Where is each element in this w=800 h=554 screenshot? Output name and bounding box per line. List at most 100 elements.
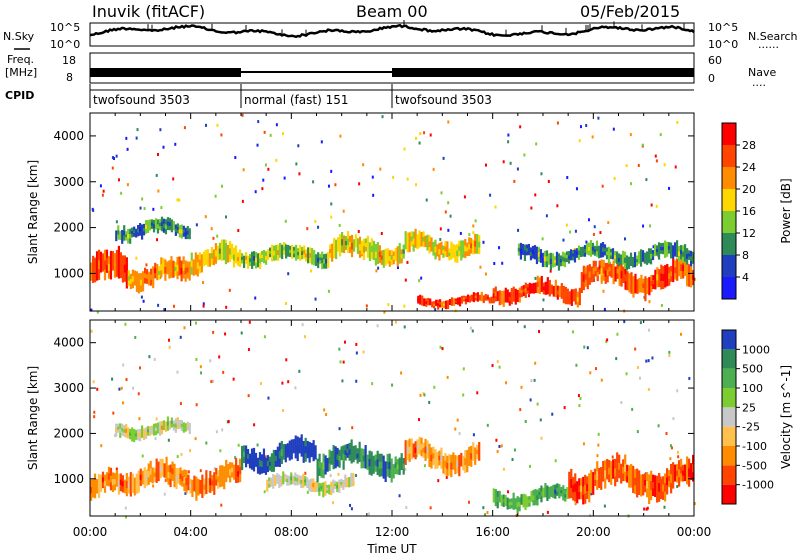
scatter-point: [157, 189, 160, 193]
echo-cell: [658, 269, 661, 288]
echo-core: [664, 272, 667, 280]
x-tick-label: 04:00: [173, 525, 208, 539]
scatter-point: [415, 136, 418, 140]
scatter-point: [162, 145, 165, 149]
cpid-label: CPID: [5, 89, 34, 102]
scatter-point: [287, 272, 290, 276]
echo-core: [242, 451, 246, 457]
echo-cell: [316, 458, 319, 483]
echo-cell: [474, 447, 477, 465]
echo-core: [119, 428, 122, 433]
scatter-point: [676, 389, 679, 393]
echo-core: [312, 483, 315, 488]
scatter-point: [517, 228, 520, 232]
echo-cell: [676, 258, 679, 281]
echo-core: [687, 253, 691, 257]
scatter-point: [355, 351, 358, 355]
scatter-point: [472, 224, 475, 228]
echo-core: [400, 254, 403, 259]
scatter-point: [491, 364, 494, 368]
scatter-point: [99, 184, 102, 188]
scatter-point: [312, 180, 315, 184]
echo-core: [300, 479, 303, 484]
echo-cell: [272, 474, 275, 489]
echo-cell: [212, 249, 216, 266]
scatter-point: [515, 513, 518, 517]
scatter-point: [377, 266, 380, 270]
scatter-point: [242, 168, 245, 172]
echo-core: [446, 462, 449, 470]
scatter-point: [111, 156, 114, 160]
scatter-point: [447, 228, 450, 232]
scatter-point: [194, 321, 197, 325]
echo-cell: [643, 252, 647, 264]
echo-core: [338, 455, 341, 462]
echo-core: [344, 450, 347, 455]
echo-core: [575, 251, 579, 255]
echo-cell: [366, 235, 370, 258]
echo-cell: [548, 486, 551, 499]
scatter-point: [303, 335, 306, 339]
echo-cell: [424, 235, 427, 248]
echo-cell: [585, 243, 589, 255]
scatter-point: [253, 423, 256, 427]
x-axis-ticks: 00:00 04:00 08:00 12:00 16:00 20:00 00:00: [73, 525, 712, 539]
scatter-point: [534, 361, 537, 365]
echo-cell: [279, 242, 282, 258]
scatter-point: [554, 459, 557, 463]
scatter-point: [247, 394, 250, 398]
scatter-point: [92, 208, 95, 212]
echo-core: [256, 463, 260, 469]
echo-cell: [602, 460, 605, 482]
echo-cell: [580, 272, 583, 294]
echo-core: [144, 224, 148, 229]
scatter-point: [642, 224, 645, 228]
echo-cell: [404, 440, 407, 465]
echo-cell: [482, 295, 485, 304]
echo-core: [601, 247, 605, 252]
echo-cell: [327, 251, 330, 268]
scatter-point: [449, 214, 452, 218]
echo-core: [565, 255, 569, 259]
colorbar-label: Power [dB]: [779, 178, 793, 243]
echo-cell: [360, 448, 363, 469]
scatter-point: [141, 197, 144, 201]
scatter-point: [298, 172, 301, 176]
echo-core: [538, 491, 541, 496]
echo-cell: [382, 249, 385, 268]
echo-core: [154, 427, 158, 432]
echo-cell: [384, 248, 387, 266]
echo-core: [283, 246, 286, 251]
echo-cell: [284, 444, 287, 463]
echo-core: [101, 477, 105, 483]
echo-core: [352, 477, 355, 482]
colorbar-swatch: [722, 145, 736, 167]
echo-core: [103, 480, 107, 487]
echo-cell: [436, 451, 439, 469]
scatter-point: [657, 424, 660, 428]
echo-core: [617, 257, 621, 262]
echo-core: [245, 256, 248, 260]
colorbar-tick-label: 8: [742, 249, 749, 262]
echo-cell: [287, 244, 290, 257]
echo-core: [433, 303, 436, 306]
echo-core: [594, 474, 597, 480]
echo-core: [689, 256, 693, 261]
scatter-point: [429, 506, 432, 510]
echo-cell: [156, 422, 160, 434]
echo-core: [592, 267, 595, 275]
echo-cell: [204, 249, 207, 266]
echo-core: [273, 250, 276, 256]
scatter-point: [205, 441, 208, 445]
echo-core: [296, 478, 299, 482]
echo-core: [676, 470, 679, 477]
nsearch-tick-low: 10^0: [708, 38, 738, 51]
cpid-segment-label: normal (fast) 151: [244, 93, 348, 107]
scatter-point: [447, 120, 450, 124]
scatter-point: [418, 279, 421, 283]
echo-cell: [233, 464, 236, 480]
echo-core: [529, 251, 533, 256]
scatter-point: [142, 299, 145, 303]
echo-core: [402, 463, 405, 469]
scatter-point: [156, 153, 159, 157]
